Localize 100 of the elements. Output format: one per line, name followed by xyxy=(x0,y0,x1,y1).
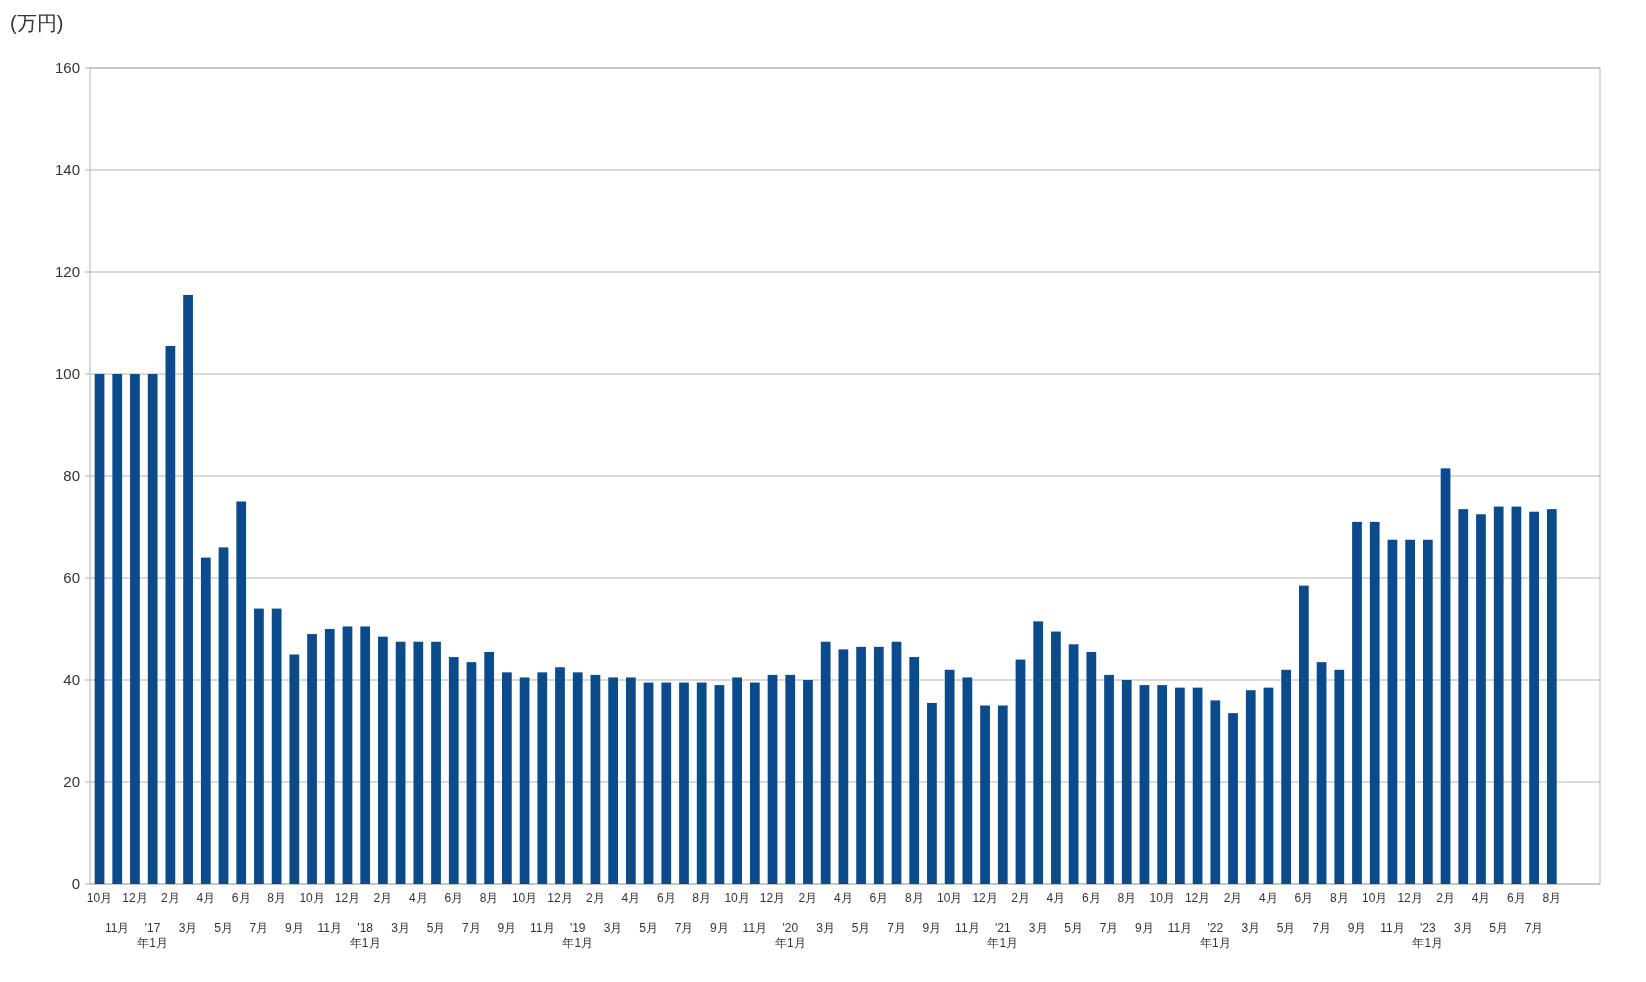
bar xyxy=(1051,631,1061,884)
bar xyxy=(785,674,796,884)
y-tick-label: 60 xyxy=(63,569,80,586)
bar xyxy=(555,667,565,884)
bar xyxy=(1263,687,1274,884)
x-tick-label: 6月 xyxy=(444,891,464,905)
bar xyxy=(1086,651,1097,884)
y-tick-label: 160 xyxy=(54,59,80,76)
bar xyxy=(413,641,424,884)
x-tick-label: 10月 xyxy=(299,891,325,905)
x-tick-label: 8月 xyxy=(1117,891,1137,905)
y-tick-label: 100 xyxy=(54,365,80,382)
bar xyxy=(944,669,955,884)
x-tick-label: 7月 xyxy=(887,921,906,935)
bar xyxy=(395,641,406,884)
x-tick-label: 6月 xyxy=(1507,891,1526,905)
bar xyxy=(679,682,689,884)
x-tick-label: 2月 xyxy=(798,891,818,905)
bar xyxy=(856,646,866,884)
bar xyxy=(1245,690,1256,884)
x-tick-label: 2月 xyxy=(1011,891,1030,905)
x-tick-label: 12月 xyxy=(1397,891,1423,905)
x-tick-label: '22年1月 xyxy=(1199,921,1231,950)
x-tick-label: 8月 xyxy=(692,891,712,905)
bar xyxy=(147,374,158,884)
bar xyxy=(696,682,707,884)
bar xyxy=(1511,506,1522,884)
bar xyxy=(112,374,123,884)
x-tick-label: 9月 xyxy=(710,921,729,935)
bar xyxy=(254,608,264,884)
x-tick-label: 6月 xyxy=(1081,891,1101,905)
bar xyxy=(448,657,459,884)
x-tick-label: 10月 xyxy=(1362,891,1388,905)
bar xyxy=(484,651,495,884)
bar xyxy=(218,547,229,884)
x-tick-label: 5月 xyxy=(426,921,446,935)
bar xyxy=(1015,659,1026,884)
bar xyxy=(1210,700,1221,884)
bar xyxy=(1121,680,1132,884)
bar xyxy=(289,654,300,884)
bar xyxy=(1387,539,1398,884)
x-tick-label: 12月 xyxy=(759,891,786,905)
x-tick-label: 2月 xyxy=(586,891,605,905)
bar xyxy=(1422,539,1433,884)
bar xyxy=(1228,713,1238,884)
x-tick-label: 11月 xyxy=(1167,921,1193,935)
bar xyxy=(342,626,353,884)
x-tick-label: 4月 xyxy=(1259,891,1278,905)
bar xyxy=(1405,539,1415,884)
bar xyxy=(962,677,973,884)
x-tick-label: 3月 xyxy=(816,921,836,935)
x-tick-label: 3月 xyxy=(178,921,198,935)
bar xyxy=(1104,674,1114,884)
bar xyxy=(1352,521,1362,884)
bar xyxy=(1493,506,1504,884)
bar xyxy=(537,672,548,884)
bar xyxy=(94,374,105,884)
bar xyxy=(324,629,335,884)
bar xyxy=(643,682,654,884)
x-tick-label: 12月 xyxy=(1184,891,1211,905)
bar xyxy=(1068,644,1079,884)
x-tick-label: 2月 xyxy=(1436,891,1455,905)
x-tick-label: 8月 xyxy=(1542,891,1562,905)
bar xyxy=(183,294,193,884)
bar xyxy=(502,672,512,884)
y-tick-label: 140 xyxy=(54,161,80,178)
bar xyxy=(732,677,742,884)
x-tick-label: 7月 xyxy=(1312,921,1331,935)
x-tick-label: 7月 xyxy=(249,921,269,935)
bar xyxy=(1440,468,1451,884)
bar xyxy=(378,636,388,884)
x-tick-label: 11月 xyxy=(1380,921,1405,935)
x-tick-label: 9月 xyxy=(1135,921,1154,935)
bar xyxy=(200,557,211,884)
x-tick-label: 4月 xyxy=(621,891,641,905)
bar xyxy=(1334,669,1345,884)
bar xyxy=(236,501,247,884)
bar xyxy=(980,705,990,884)
bar xyxy=(661,682,672,884)
x-tick-label: 10月 xyxy=(936,891,963,905)
x-tick-label: 8月 xyxy=(904,891,924,905)
x-tick-label: 4月 xyxy=(834,891,853,905)
x-tick-label: 5月 xyxy=(639,921,658,935)
y-tick-label: 0 xyxy=(71,875,80,892)
bar xyxy=(767,674,778,884)
bar xyxy=(1175,687,1185,884)
x-tick-label: 3月 xyxy=(603,921,623,935)
x-tick-label: 9月 xyxy=(497,921,517,935)
y-tick-label: 20 xyxy=(63,773,80,790)
x-tick-label: 6月 xyxy=(231,891,251,905)
bar xyxy=(838,649,849,884)
x-tick-label: 9月 xyxy=(1347,921,1367,935)
x-tick-label: 7月 xyxy=(674,921,694,935)
bar xyxy=(891,641,902,884)
x-tick-label: 10月 xyxy=(86,891,113,905)
x-tick-label: 10月 xyxy=(724,891,750,905)
x-tick-label: '21年1月 xyxy=(987,921,1019,950)
x-tick-label: 4月 xyxy=(1046,891,1066,905)
bar xyxy=(909,657,920,884)
x-tick-label: 12月 xyxy=(122,891,148,905)
